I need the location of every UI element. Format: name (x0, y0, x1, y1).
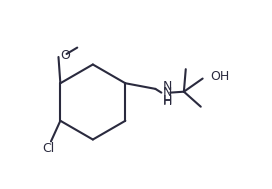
Text: OH: OH (210, 70, 229, 83)
Text: N: N (162, 86, 172, 99)
Text: O: O (60, 49, 70, 62)
Text: N
H: N H (162, 80, 172, 108)
Text: H: H (162, 94, 172, 107)
Text: Cl: Cl (42, 142, 54, 155)
